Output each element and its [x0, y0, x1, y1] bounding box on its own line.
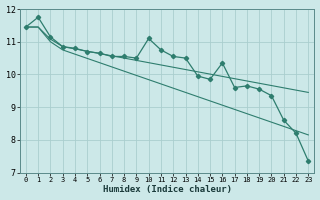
X-axis label: Humidex (Indice chaleur): Humidex (Indice chaleur) [103, 185, 232, 194]
